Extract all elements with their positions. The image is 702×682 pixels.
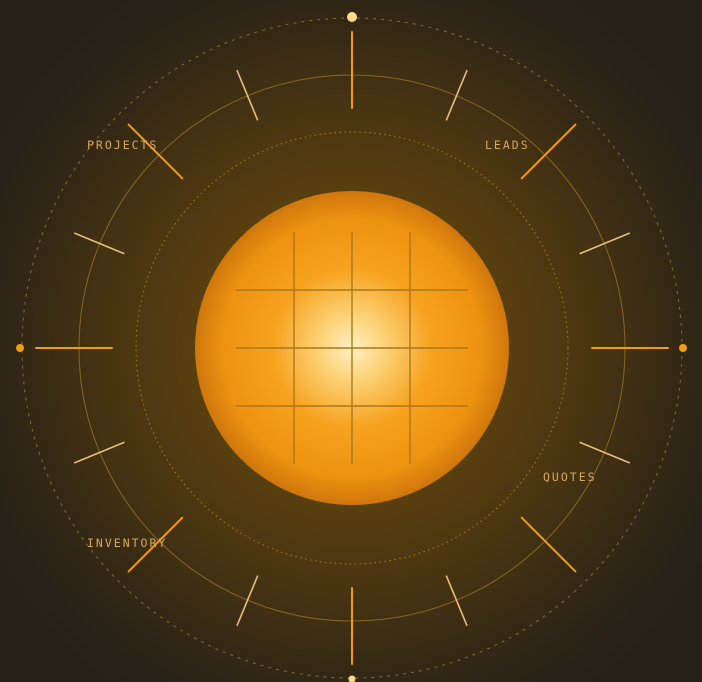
tick-marks — [35, 31, 669, 665]
minor-tick — [445, 575, 468, 627]
bottom-node[interactable] — [348, 675, 356, 682]
minor-tick — [579, 232, 631, 255]
left-node[interactable] — [16, 344, 24, 352]
top-node[interactable] — [347, 12, 357, 22]
inventory-label[interactable]: INVENTORY — [87, 536, 168, 550]
major-tick — [520, 516, 577, 573]
orbit-nodes — [16, 12, 687, 682]
minor-tick — [445, 70, 468, 121]
minor-tick — [74, 232, 125, 255]
major-tick — [127, 123, 184, 180]
quotes-label[interactable]: QUOTES — [543, 470, 597, 484]
minor-tick — [236, 70, 259, 121]
minor-tick — [236, 575, 259, 627]
minor-tick — [579, 441, 631, 464]
major-tick — [520, 123, 577, 180]
leads-label[interactable]: LEADS — [485, 138, 530, 152]
minor-tick — [74, 441, 125, 464]
orb-grid — [236, 232, 468, 464]
projects-label[interactable]: PROJECTS — [87, 138, 159, 152]
right-node[interactable] — [679, 344, 687, 352]
major-tick — [127, 516, 184, 573]
inner-dotted-ring — [135, 131, 569, 565]
